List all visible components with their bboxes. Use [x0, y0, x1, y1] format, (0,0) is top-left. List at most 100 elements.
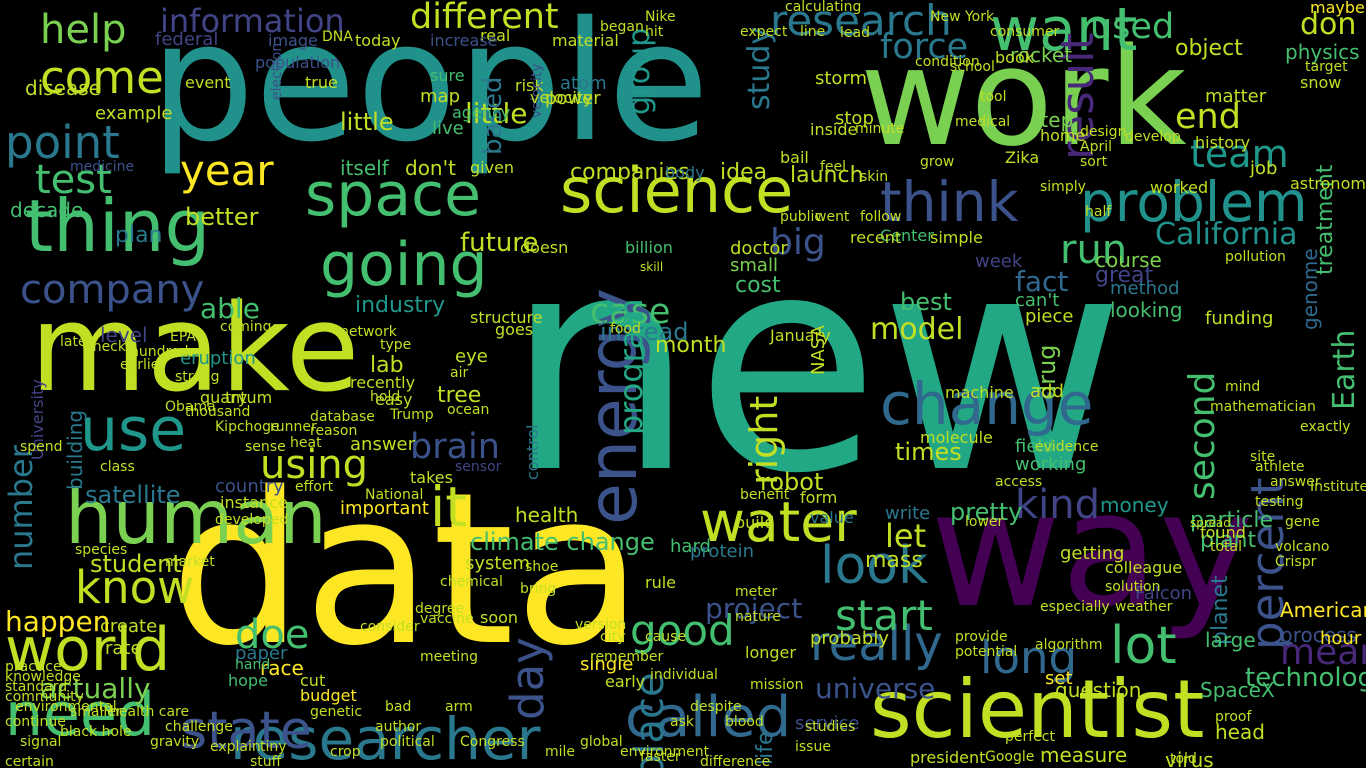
- word: blood: [725, 714, 764, 730]
- word: launch: [790, 163, 864, 188]
- word: chemical: [440, 574, 503, 590]
- word: faster: [640, 749, 681, 765]
- word: develop: [1125, 129, 1181, 145]
- word: medical: [955, 114, 1011, 130]
- word: machine: [945, 383, 1014, 402]
- word: solution: [1105, 579, 1161, 595]
- word: Zika: [1005, 148, 1040, 167]
- word: run: [1060, 227, 1128, 273]
- word: used: [1090, 7, 1175, 47]
- word: eye: [455, 346, 488, 367]
- word: paper: [235, 643, 288, 664]
- word: total: [1210, 539, 1243, 555]
- word: climate change: [470, 528, 655, 556]
- word: sense: [245, 439, 286, 455]
- word: follow: [860, 209, 902, 225]
- word: sure: [430, 66, 465, 85]
- word: mean: [1280, 632, 1366, 673]
- word: signal: [20, 734, 62, 750]
- word: plan: [115, 223, 163, 248]
- word: power: [545, 88, 601, 109]
- word: colleague: [1105, 558, 1183, 577]
- word: help: [40, 7, 127, 53]
- word: hope: [228, 671, 268, 690]
- word: challenge: [165, 719, 233, 735]
- word: little: [340, 108, 394, 136]
- word: little: [465, 97, 528, 130]
- word: rocket: [1010, 43, 1073, 67]
- word: atom: [560, 73, 607, 94]
- word: bad: [385, 699, 412, 715]
- word: end: [1175, 97, 1241, 137]
- word: Trump: [390, 407, 434, 423]
- word: SpaceX: [1200, 678, 1275, 702]
- word: number: [2, 445, 40, 570]
- word: water: [700, 490, 857, 554]
- word: skill: [640, 260, 664, 274]
- word: case: [590, 292, 671, 332]
- word: space: [305, 160, 482, 230]
- word: budget: [300, 686, 357, 705]
- word: event: [185, 73, 231, 92]
- word: Center: [880, 226, 934, 245]
- word: snow: [1300, 73, 1342, 92]
- word: can't: [1015, 290, 1060, 311]
- word: feel: [820, 159, 847, 175]
- word: federal: [155, 29, 219, 50]
- word: create: [100, 616, 158, 637]
- word: process: [1280, 623, 1357, 647]
- word: environment: [620, 744, 710, 760]
- word: continue: [5, 714, 66, 730]
- word: hand: [235, 657, 271, 673]
- word: potential: [955, 644, 1018, 660]
- word: field: [1015, 436, 1054, 457]
- word: effort: [295, 479, 334, 495]
- word: map: [420, 86, 460, 107]
- word: longer: [745, 643, 796, 662]
- word: stuff: [250, 754, 282, 768]
- word: look: [820, 536, 929, 596]
- word: point: [5, 116, 120, 169]
- word: political: [380, 734, 435, 750]
- word: particle: [1190, 508, 1273, 533]
- word: ocean: [447, 402, 490, 418]
- word: step: [1030, 108, 1074, 132]
- word: knowledge: [5, 669, 81, 685]
- word: market: [165, 554, 215, 570]
- word: health: [515, 503, 579, 527]
- word: ask: [670, 714, 694, 730]
- word: virus: [1165, 748, 1214, 768]
- word: hundred: [130, 344, 189, 360]
- word: building: [63, 409, 87, 490]
- word: arm: [445, 699, 473, 715]
- word: called: [625, 685, 792, 750]
- word: grow: [920, 154, 955, 170]
- word: physics: [1285, 40, 1360, 64]
- word: runner: [270, 419, 317, 435]
- word: looking: [1110, 298, 1183, 322]
- word: weather: [1115, 599, 1173, 615]
- word: Crispr: [1275, 554, 1317, 570]
- word: hit: [645, 24, 664, 40]
- word: actually: [40, 672, 151, 705]
- word: let: [885, 517, 927, 555]
- word: plant: [1200, 528, 1257, 553]
- word: simple: [930, 228, 983, 247]
- word: mind: [1225, 379, 1261, 395]
- word: student: [90, 550, 182, 578]
- word: people: [150, 0, 710, 178]
- word: line: [800, 24, 826, 40]
- word: model: [870, 312, 964, 347]
- word: lot: [1110, 616, 1177, 676]
- word: food: [610, 321, 641, 337]
- word: exactly: [1300, 419, 1351, 435]
- word: individual: [650, 667, 718, 683]
- word: small: [730, 255, 778, 276]
- word: EPA: [170, 329, 196, 345]
- word: instead: [600, 318, 689, 346]
- word: smaller: [70, 704, 122, 720]
- word: answer: [350, 434, 416, 455]
- word: worked: [1150, 178, 1209, 197]
- word: work: [860, 19, 1187, 176]
- word: project: [705, 592, 803, 625]
